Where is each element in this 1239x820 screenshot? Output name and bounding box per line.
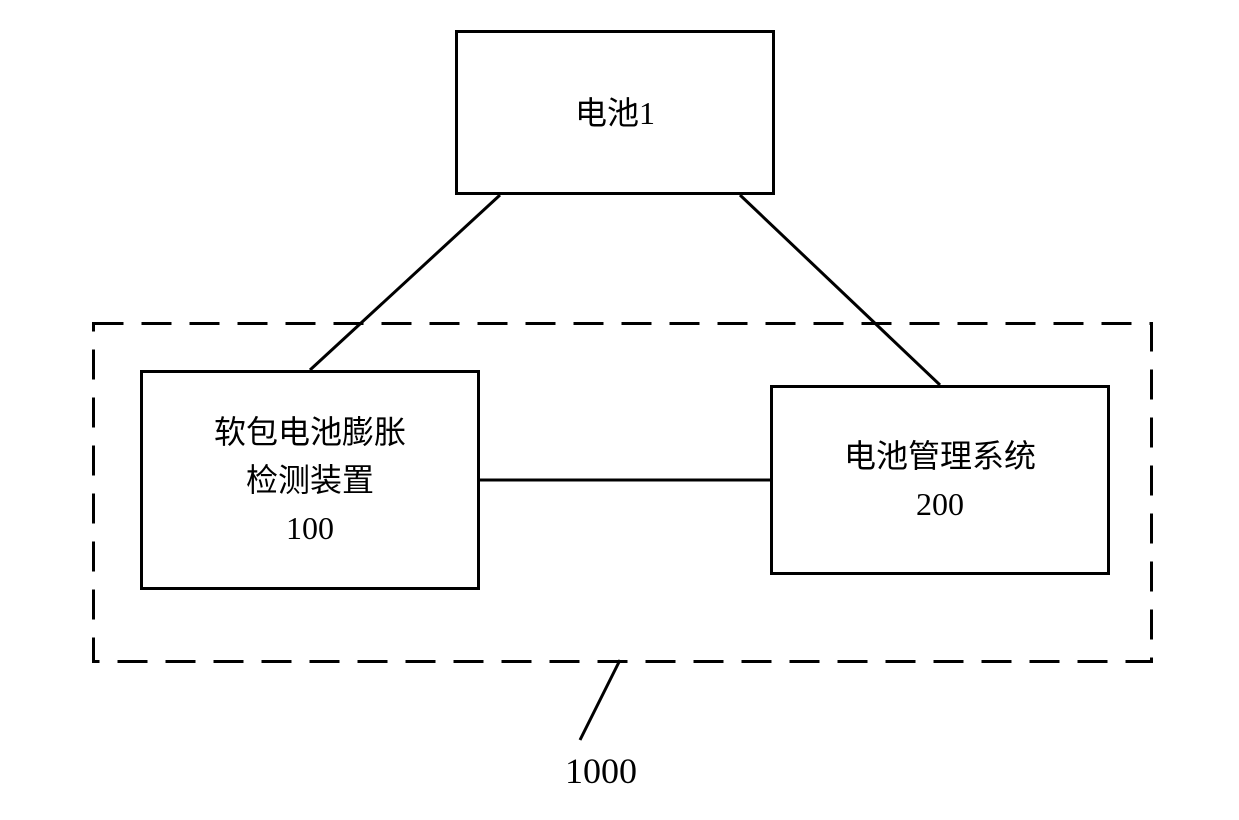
detection-device-line1: 软包电池膨胀 [214, 408, 406, 456]
system-pointer-line [580, 660, 620, 740]
system-id-label: 1000 [565, 750, 637, 792]
bms-node: 电池管理系统 200 [770, 385, 1110, 575]
detection-device-line2: 检测装置 [246, 456, 374, 504]
battery-node: 电池1 [455, 30, 775, 195]
detection-device-node: 软包电池膨胀 检测装置 100 [140, 370, 480, 590]
bms-line2: 200 [916, 480, 964, 528]
bms-line1: 电池管理系统 [844, 432, 1036, 480]
detection-device-line3: 100 [286, 504, 334, 552]
battery-label: 电池1 [575, 89, 655, 137]
